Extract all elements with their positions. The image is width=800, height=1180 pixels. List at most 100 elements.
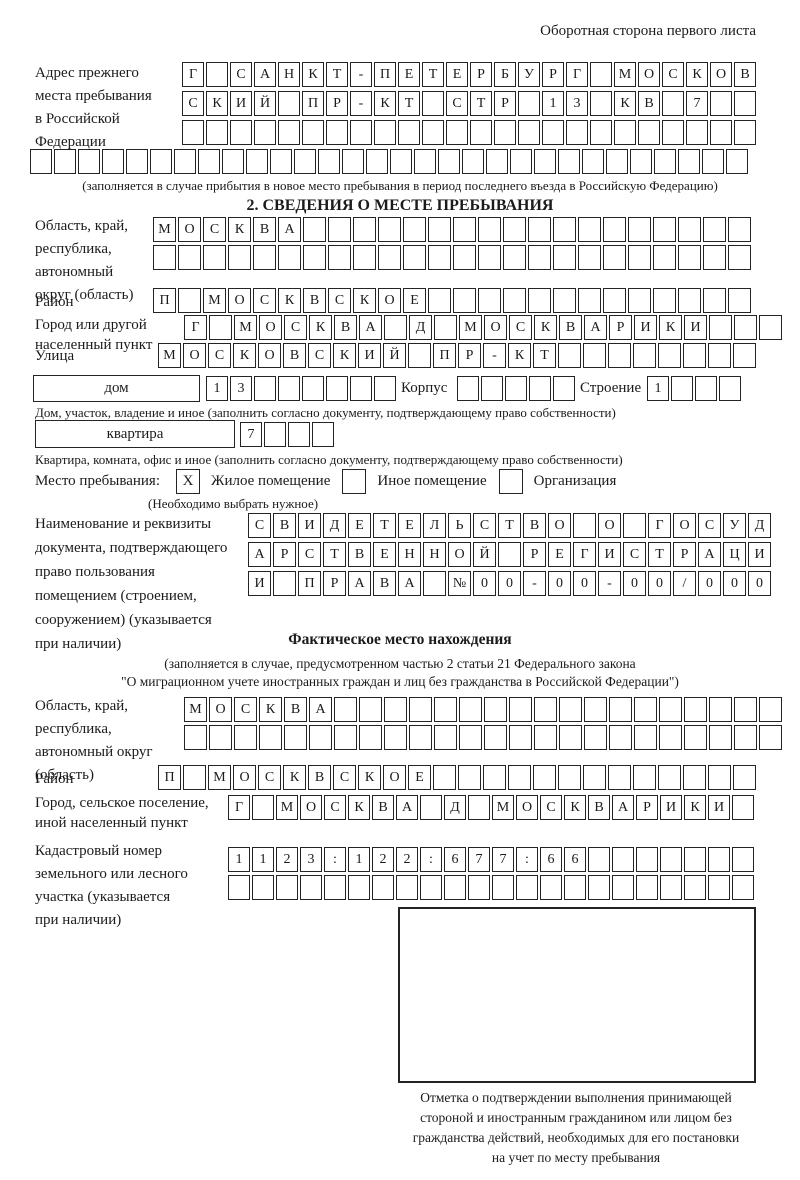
- char-cell: -: [350, 91, 372, 116]
- label-line: Адрес прежнего: [35, 65, 139, 81]
- char-cell: В: [303, 288, 326, 313]
- char-cell: [508, 765, 531, 790]
- char-cell: А: [584, 315, 607, 340]
- label-line: Город или другой: [35, 317, 147, 333]
- char-cell: А: [348, 571, 371, 596]
- char-cell: В: [253, 217, 276, 242]
- char-cell: -: [483, 343, 506, 368]
- char-cell: М: [208, 765, 231, 790]
- doc-label: Наименование и реквизиты документа, подтв…: [35, 512, 227, 656]
- char-cell: 7: [686, 91, 708, 116]
- char-cell: Т: [648, 542, 671, 567]
- char-cell: [582, 149, 604, 174]
- char-cell: А: [398, 571, 421, 596]
- char-cell: Й: [473, 542, 496, 567]
- char-cell: В: [638, 91, 660, 116]
- char-cell: [564, 875, 586, 900]
- char-cell: [150, 149, 172, 174]
- char-cell: У: [723, 513, 746, 538]
- char-cell: С: [230, 62, 252, 87]
- char-cell: В: [559, 315, 582, 340]
- char-cell: [628, 288, 651, 313]
- char-cell: [459, 697, 482, 722]
- char-cell: 1: [542, 91, 564, 116]
- korpus-label: Корпус: [401, 380, 448, 396]
- char-cell: С: [623, 542, 646, 567]
- char-cell: [428, 217, 451, 242]
- char-cell: [505, 376, 527, 401]
- char-cell: [428, 288, 451, 313]
- char-cell: К: [333, 343, 356, 368]
- char-cell: [678, 245, 701, 270]
- char-cell: [662, 91, 684, 116]
- char-cell: [695, 376, 717, 401]
- char-cell: К: [564, 795, 586, 820]
- char-cell: [259, 725, 282, 750]
- label-line: республика,: [35, 241, 112, 257]
- char-cell: В: [284, 697, 307, 722]
- char-cell: [583, 343, 606, 368]
- char-cell: [468, 795, 490, 820]
- char-cell: [533, 765, 556, 790]
- char-cell: [30, 149, 52, 174]
- char-cell: К: [659, 315, 682, 340]
- char-cell: [153, 245, 176, 270]
- char-cell: Р: [494, 91, 516, 116]
- char-cell: [408, 343, 431, 368]
- char-cell: [732, 875, 754, 900]
- label-line: населенный пункт: [35, 337, 153, 353]
- char-cell: [686, 120, 708, 145]
- prev-address-label: Адрес прежнего места пребывания в Российск…: [35, 62, 152, 154]
- char-cell: [719, 376, 741, 401]
- char-cell: [288, 422, 310, 447]
- char-cell: [703, 217, 726, 242]
- char-cell: [606, 149, 628, 174]
- char-cell: [708, 875, 730, 900]
- char-cell: [660, 847, 682, 872]
- char-cell: 0: [648, 571, 671, 596]
- char-cell: К: [278, 288, 301, 313]
- char-cell: [608, 343, 631, 368]
- char-cell: А: [359, 315, 382, 340]
- char-cell: И: [748, 542, 771, 567]
- char-cell: [684, 725, 707, 750]
- stay-type-options: X Жилое помещение Иное помещение Организаци…: [176, 469, 616, 494]
- char-cell: Г: [566, 62, 588, 87]
- checkbox: [342, 469, 367, 494]
- char-cell: [542, 120, 564, 145]
- char-cell: [759, 697, 782, 722]
- char-cell: №: [448, 571, 471, 596]
- char-cell: [353, 217, 376, 242]
- doc-row-3: И П Р А В А № 0 0-0 0-0 0/0 0 0: [248, 571, 771, 596]
- char-cell: Т: [323, 542, 346, 567]
- char-cell: [366, 149, 388, 174]
- char-cell: С: [540, 795, 562, 820]
- char-cell: [494, 120, 516, 145]
- char-cell: [246, 149, 268, 174]
- label-line: Наименование и реквизиты: [35, 516, 212, 532]
- char-cell: [734, 91, 756, 116]
- char-cell: С: [182, 91, 204, 116]
- char-cell: [733, 343, 756, 368]
- char-cell: О: [228, 288, 251, 313]
- street-label: Улица: [35, 348, 75, 364]
- label-line: Отметка о подтверждении выполнения прини…: [420, 1090, 732, 1105]
- char-cell: Е: [548, 542, 571, 567]
- char-cell: В: [308, 765, 331, 790]
- char-cell: [566, 120, 588, 145]
- char-cell: [728, 288, 751, 313]
- char-cell: [396, 875, 418, 900]
- char-cell: [684, 875, 706, 900]
- char-cell: [206, 62, 228, 87]
- char-cell: В: [334, 315, 357, 340]
- char-cell: [658, 765, 681, 790]
- char-cell: [590, 91, 612, 116]
- char-cell: [702, 149, 724, 174]
- char-cell: [312, 422, 334, 447]
- char-cell: [553, 245, 576, 270]
- char-cell: [534, 697, 557, 722]
- char-cell: [458, 765, 481, 790]
